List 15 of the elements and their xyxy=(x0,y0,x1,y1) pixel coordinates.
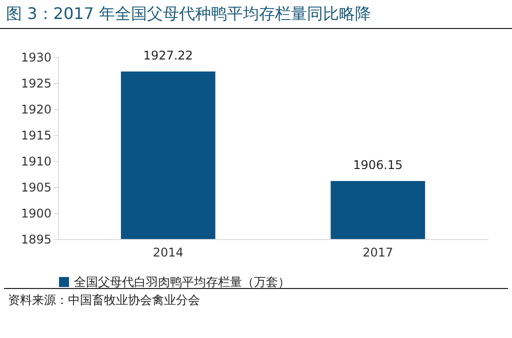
x-tick-label: 2014 xyxy=(152,246,184,260)
y-tick-label: 1920 xyxy=(20,102,52,116)
chart-title: 图 3：2017 年全国父母代种鸭平均存栏量同比略降 xyxy=(0,0,512,29)
y-tick-label: 1930 xyxy=(20,50,52,64)
data-label: 1927.22 xyxy=(143,48,193,62)
y-tick-label: 1900 xyxy=(20,206,52,220)
y-tick-label: 1905 xyxy=(20,180,52,194)
y-tick-label: 1910 xyxy=(20,154,52,168)
y-tick-label: 1925 xyxy=(20,76,52,90)
legend-label: 全国父母代白羽肉鸭平均存栏量（万套） xyxy=(74,275,290,289)
y-tick-label: 1895 xyxy=(20,232,52,246)
x-tick-label: 2017 xyxy=(362,246,394,260)
data-label: 1906.15 xyxy=(353,158,403,172)
y-tick-label: 1915 xyxy=(20,128,52,142)
text: 资料来源：中国畜牧业协会禽业分会 xyxy=(4,288,508,312)
